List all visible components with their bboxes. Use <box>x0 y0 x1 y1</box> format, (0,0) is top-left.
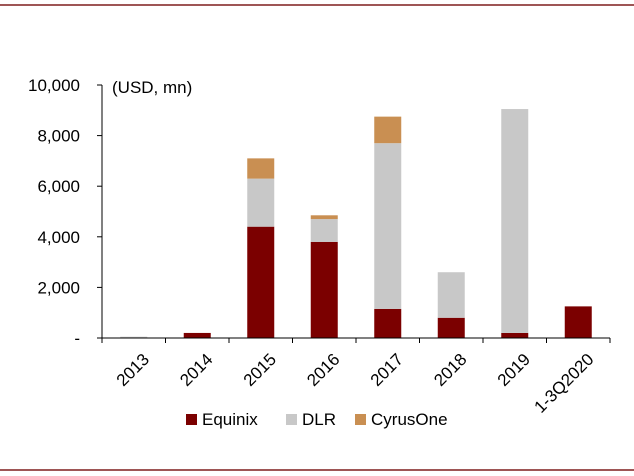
y-tick-label: 6,000 <box>37 177 80 196</box>
bar-equinix-2015 <box>247 226 275 338</box>
x-tick-label: 1-3Q2020 <box>531 350 598 417</box>
x-tick-label: 2017 <box>367 350 407 390</box>
x-tick-label: 2013 <box>113 350 153 390</box>
bar-dlr-2017 <box>374 143 402 309</box>
y-tick-label: 4,000 <box>37 228 80 247</box>
bar-cyrusone-2015 <box>247 158 275 179</box>
bar-dlr-2013 <box>120 336 148 338</box>
y-axis: - 2,000 4,000 6,000 8,000 10,000 <box>28 76 103 348</box>
bar-dlr-2019 <box>501 109 529 333</box>
legend-label-dlr: DLR <box>302 410 336 429</box>
bar-equinix-2017 <box>374 308 402 338</box>
bar-equinix-2018 <box>437 317 465 338</box>
x-tick-label: 2018 <box>430 350 470 390</box>
bars-group <box>120 109 592 339</box>
x-tick-label: 2014 <box>176 350 216 390</box>
x-tick-label: 2019 <box>494 350 534 390</box>
y-tick-label: 8,000 <box>37 127 80 146</box>
legend-swatch-equinix <box>186 414 197 425</box>
bar-equinix-2019 <box>501 332 529 338</box>
x-tick-label: 2016 <box>303 350 343 390</box>
bar-dlr-2018 <box>437 272 465 318</box>
legend-label-equinix: Equinix <box>202 410 258 429</box>
legend-label-cyrusone: CyrusOne <box>371 410 448 429</box>
bar-dlr-2016 <box>310 219 338 242</box>
legend-swatch-dlr <box>286 414 297 425</box>
bar-equinix-2016 <box>310 241 338 338</box>
bar-cyrusone-2017 <box>374 116 402 144</box>
x-tick-label: 2015 <box>240 350 280 390</box>
unit-label: (USD, mn) <box>112 78 192 97</box>
legend: Equinix DLR CyrusOne <box>186 410 448 429</box>
bar-dlr-2015 <box>247 178 275 227</box>
bar-equinix-2014 <box>183 332 211 338</box>
y-tick-label: - <box>74 329 80 348</box>
legend-swatch-cyrusone <box>355 414 366 425</box>
y-tick-label: 2,000 <box>37 278 80 297</box>
bar-equinix-1-3q2020 <box>564 306 592 339</box>
bar-cyrusone-2016 <box>310 215 338 220</box>
y-tick-label: 10,000 <box>28 76 80 95</box>
